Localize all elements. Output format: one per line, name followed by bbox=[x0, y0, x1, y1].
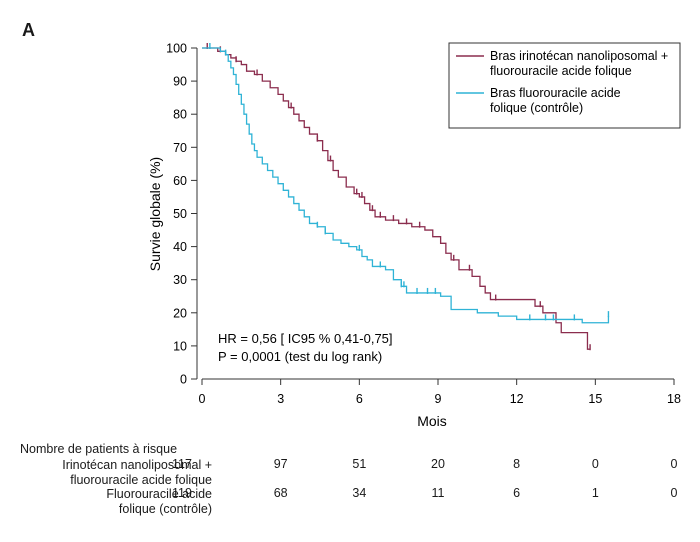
axes: 0 3 6 9 12 15 18 0 10 20 30 40 50 60 70 80 90 100 bbox=[166, 42, 681, 407]
risk-value: 8 bbox=[513, 457, 521, 471]
legend-label-1: fluorouracile acide folique bbox=[490, 64, 632, 78]
risk-value: 11 bbox=[431, 486, 445, 500]
x-tick-label: 15 bbox=[588, 392, 602, 406]
x-tick-label: 9 bbox=[435, 392, 442, 406]
y-tick-label: 80 bbox=[173, 108, 187, 122]
risk-value: 1 bbox=[591, 486, 599, 500]
y-tick-label: 20 bbox=[173, 306, 187, 320]
y-tick-label: 50 bbox=[173, 207, 187, 221]
risk-value: 97 bbox=[273, 457, 288, 471]
risk-row-label-treatment: Irinotécan nanoliposomal + fluorouracile… bbox=[18, 458, 212, 488]
y-tick-label: 60 bbox=[173, 174, 187, 188]
risk-row-label-line: Fluorouracile acide bbox=[106, 487, 212, 501]
y-tick-label: 30 bbox=[173, 273, 187, 287]
panel-label: A bbox=[22, 20, 35, 40]
legend: Bras irinotécan nanoliposomal +fluoroura… bbox=[448, 42, 681, 129]
legend-label-2: folique (contrôle) bbox=[490, 101, 583, 115]
y-tick-label: 90 bbox=[173, 75, 187, 89]
legend-box bbox=[448, 42, 681, 129]
risk-row-label-line: fluorouracile acide folique bbox=[70, 473, 212, 487]
risk-value: 6 bbox=[513, 486, 521, 500]
x-tick-label: 12 bbox=[510, 392, 524, 406]
x-tick-label: 0 bbox=[199, 392, 206, 406]
risk-value: 119 bbox=[172, 486, 192, 500]
risk-value: 34 bbox=[352, 486, 367, 500]
risk-value: 0 bbox=[670, 486, 678, 500]
legend-label-2: Bras fluorouracile acide bbox=[490, 86, 621, 100]
x-tick-label: 3 bbox=[277, 392, 284, 406]
p-value-annotation: P = 0,0001 (test du log rank) bbox=[218, 349, 382, 364]
risk-value: 68 bbox=[273, 486, 288, 500]
y-axis-label: Survie globale (%) bbox=[147, 157, 163, 271]
hr-annotation: HR = 0,56 [ IC95 % 0,41-0,75] bbox=[218, 331, 393, 346]
risk-value: 20 bbox=[431, 457, 445, 471]
y-tick-label: 100 bbox=[166, 42, 187, 56]
x-tick-label: 18 bbox=[667, 392, 681, 406]
y-tick-label: 10 bbox=[173, 339, 187, 353]
x-axis-label: Mois bbox=[417, 413, 447, 429]
legend-label-1: Bras irinotécan nanoliposomal + bbox=[490, 49, 668, 63]
x-tick-label: 6 bbox=[356, 392, 363, 406]
risk-row-label-line: folique (contrôle) bbox=[118, 502, 212, 516]
risk-value: 117 bbox=[172, 457, 192, 471]
y-tick-label: 40 bbox=[173, 240, 187, 254]
risk-row-label-line: Irinotécan nanoliposomal + bbox=[62, 458, 212, 472]
risk-value: 51 bbox=[352, 457, 367, 471]
risk-table-title: Nombre de patients à risque bbox=[20, 442, 178, 456]
risk-value: 0 bbox=[591, 457, 599, 471]
survival-curves bbox=[202, 43, 610, 351]
risk-value: 0 bbox=[670, 457, 678, 471]
risk-row-label-control: Fluorouracile acide folique (contrôle) bbox=[18, 487, 212, 517]
y-tick-label: 0 bbox=[180, 373, 187, 387]
series-line-1 bbox=[202, 47, 591, 350]
y-tick-label: 70 bbox=[173, 141, 187, 155]
series-line-2 bbox=[202, 47, 610, 324]
